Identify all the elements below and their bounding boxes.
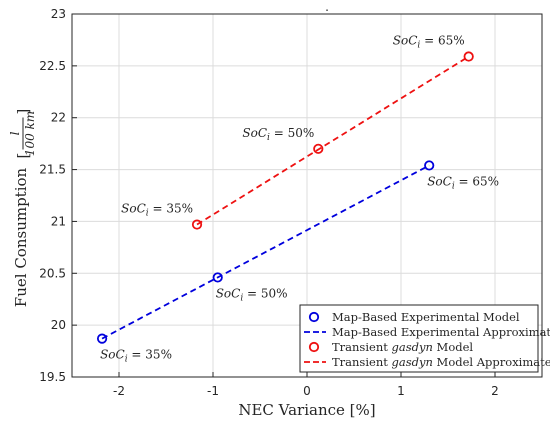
annotations: SoCi = 35% SoCi = 50% SoCi = 65% SoCi = 35%… [100,34,499,365]
series-dashed-line [196,55,470,226]
y-tick-label: 20 [51,318,66,332]
legend-label: Transient gasdyn Model Approximated [332,355,550,369]
legend-label: Map-Based Experimental Approximated [332,325,550,339]
data-point-marker [212,272,223,283]
data-point-marker [424,160,435,171]
x-tick-label: 0 [303,384,311,398]
x-tick-label: 1 [397,384,405,398]
grid [72,14,542,377]
unit-bracket-close: ] [14,109,32,115]
series-dashed-line [101,164,430,340]
series [96,51,474,344]
y-tick-label: 20.5 [39,266,66,280]
y-tick-label: 21.5 [39,163,66,177]
x-axis-title: NEC Variance [%] [238,401,375,419]
data-point-marker [96,333,108,344]
soc-annotation: SoCi = 50% [242,126,314,143]
soc-annotation: SoCi = 65% [427,174,499,191]
soc-annotation: SoCi = 50% [216,286,288,303]
x-tick-label: -1 [207,384,219,398]
legend-marker-circle [308,341,320,353]
x-tick-label: 2 [491,384,499,398]
axis-ticks: -2 -1 0 1 2 19.5 20 20.5 21 21.5 22 22.5 23 [39,7,499,398]
data-point-marker [463,51,474,62]
y-tick-label: 22.5 [39,59,66,73]
soc-annotation: SoCi = 65% [393,34,465,51]
legend-label: Map-Based Experimental Model [332,310,520,324]
unit-bracket-open: [ [14,153,32,159]
x-tick-label: -2 [113,384,125,398]
y-tick-label: 21 [51,214,66,228]
chart-title: . [325,0,329,14]
y-tick-label: 19.5 [39,370,66,384]
unit-numerator: l [8,131,22,135]
legend-marker-circle [308,311,320,323]
data-point-marker [191,219,203,230]
soc-annotation: SoCi = 35% [100,348,172,365]
y-axis-label: Fuel Consumption [12,167,30,307]
y-tick-label: 23 [51,7,66,21]
y-tick-label: 22 [51,111,66,125]
legend-box [299,304,539,373]
legend-label: Transient gasdyn Model [332,340,473,354]
soc-annotation: SoCi = 35% [121,202,193,219]
data-point-marker [313,143,324,154]
unit-denominator: 100 km [23,111,37,156]
y-axis-title: Fuel Consumption [ l 100 km] [8,109,37,308]
